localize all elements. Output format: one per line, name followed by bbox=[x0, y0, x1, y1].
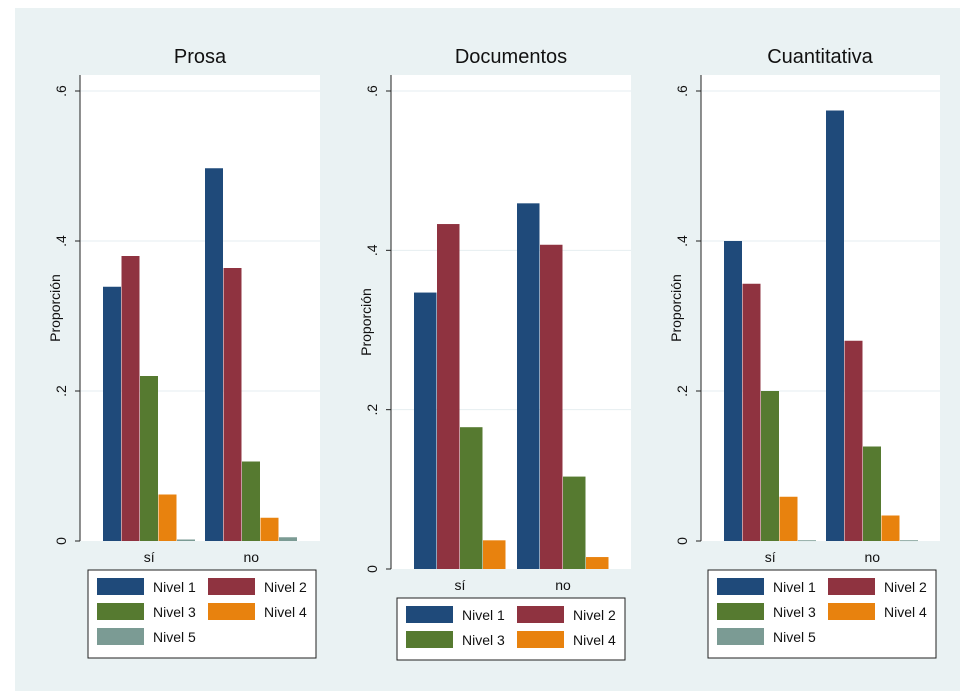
chart-panel-1: 0 .2 .4 .6 sí no Documentos Proporción Nivel 1 Ni… bbox=[358, 46, 631, 661]
chart-title: Cuantitativa bbox=[767, 46, 873, 68]
legend-label: Nivel 4 bbox=[264, 604, 307, 620]
bar-3-0 bbox=[460, 427, 483, 569]
bar-5-1 bbox=[279, 537, 297, 541]
bar-5-0 bbox=[798, 540, 816, 542]
legend-swatch-3 bbox=[97, 603, 144, 620]
legend-label: Nivel 2 bbox=[264, 579, 307, 595]
legend-label: Nivel 3 bbox=[773, 604, 816, 620]
legend-swatch-5 bbox=[97, 628, 144, 645]
category-label: sí bbox=[144, 549, 155, 565]
legend-swatch-1 bbox=[717, 578, 764, 595]
legend-label: Nivel 3 bbox=[153, 604, 196, 620]
bar-3-1 bbox=[863, 446, 881, 541]
bar-4-1 bbox=[586, 557, 609, 569]
bar-2-0 bbox=[121, 256, 140, 541]
chart-title: Prosa bbox=[174, 46, 227, 68]
category-label: sí bbox=[765, 549, 776, 565]
legend-swatch-2 bbox=[517, 606, 564, 623]
y-tick-label: .6 bbox=[674, 85, 690, 97]
category-label: no bbox=[243, 549, 259, 565]
bar-1-1 bbox=[517, 203, 540, 569]
y-tick-label: .4 bbox=[674, 235, 690, 247]
legend-swatch-5 bbox=[717, 628, 764, 645]
y-tick-label: .6 bbox=[364, 85, 380, 97]
bar-4-0 bbox=[779, 496, 798, 541]
y-tick-label: .4 bbox=[53, 235, 69, 247]
bar-1-0 bbox=[724, 241, 742, 541]
bar-2-1 bbox=[223, 268, 242, 541]
y-tick-label: 0 bbox=[674, 537, 690, 545]
bar-5-1 bbox=[900, 540, 918, 542]
legend-label: Nivel 2 bbox=[884, 579, 927, 595]
bar-3-0 bbox=[761, 391, 779, 541]
legend-swatch-4 bbox=[517, 631, 564, 648]
legend-label: Nivel 4 bbox=[573, 632, 616, 648]
y-tick-label: .2 bbox=[674, 385, 690, 397]
legend-swatch-4 bbox=[828, 603, 875, 620]
bar-4-0 bbox=[158, 494, 177, 541]
bar-2-1 bbox=[844, 340, 863, 541]
y-axis-label: Proporción bbox=[668, 274, 684, 342]
legend-swatch-1 bbox=[406, 606, 453, 623]
y-tick-label: .2 bbox=[364, 404, 380, 416]
legend-swatch-3 bbox=[717, 603, 764, 620]
legend-label: Nivel 1 bbox=[153, 579, 196, 595]
bar-4-1 bbox=[881, 515, 900, 541]
bar-2-0 bbox=[437, 224, 460, 569]
category-label: no bbox=[555, 577, 571, 593]
bar-1-1 bbox=[205, 168, 223, 541]
bar-4-0 bbox=[483, 540, 506, 569]
bar-1-0 bbox=[414, 292, 437, 569]
legend-swatch-1 bbox=[97, 578, 144, 595]
y-axis-label: Proporción bbox=[358, 288, 374, 356]
bar-5-0 bbox=[177, 539, 195, 541]
legend-label: Nivel 5 bbox=[773, 629, 816, 645]
bar-3-1 bbox=[242, 461, 260, 541]
y-tick-label: 0 bbox=[364, 565, 380, 573]
bar-2-0 bbox=[742, 283, 761, 541]
legend-label: Nivel 3 bbox=[462, 632, 505, 648]
chart-panel-2: 0 .2 .4 .6 sí no Cuantitativa Proporción Nivel 1… bbox=[668, 46, 940, 659]
bar-1-0 bbox=[103, 286, 121, 541]
legend-label: Nivel 5 bbox=[153, 629, 196, 645]
y-tick-label: .6 bbox=[53, 85, 69, 97]
category-label: sí bbox=[455, 577, 466, 593]
legend-label: Nivel 1 bbox=[462, 607, 505, 623]
y-tick-label: .2 bbox=[53, 385, 69, 397]
bar-2-1 bbox=[540, 244, 563, 570]
legend-label: Nivel 1 bbox=[773, 579, 816, 595]
legend-swatch-2 bbox=[208, 578, 255, 595]
legend-swatch-3 bbox=[406, 631, 453, 648]
y-tick-label: .4 bbox=[364, 244, 380, 256]
bar-4-1 bbox=[260, 517, 279, 541]
legend-label: Nivel 2 bbox=[573, 607, 616, 623]
y-axis-label: Proporción bbox=[47, 274, 63, 342]
bar-3-0 bbox=[140, 376, 158, 541]
legend-label: Nivel 4 bbox=[884, 604, 927, 620]
bar-3-1 bbox=[563, 476, 586, 569]
chart-panel-0: 0 .2 .4 .6 sí no Prosa Proporción Nivel 1 Nivel 2… bbox=[47, 46, 320, 659]
legend-swatch-4 bbox=[208, 603, 255, 620]
category-label: no bbox=[864, 549, 880, 565]
chart-title: Documentos bbox=[455, 46, 567, 68]
legend-swatch-2 bbox=[828, 578, 875, 595]
bar-1-1 bbox=[826, 110, 844, 541]
y-tick-label: 0 bbox=[53, 537, 69, 545]
